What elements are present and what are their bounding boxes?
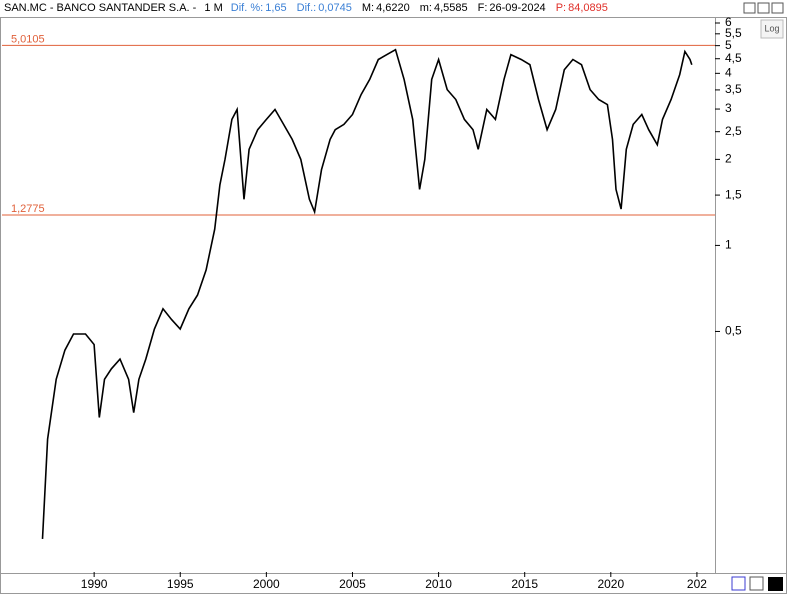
x-tick-label: 1990 bbox=[81, 577, 108, 591]
y-tick-label: 2,5 bbox=[725, 124, 742, 138]
field: Dif. %: 1,65 bbox=[231, 2, 292, 14]
y-tick-label: 2 bbox=[725, 152, 732, 166]
field-value: 84,0895 bbox=[568, 2, 608, 14]
y-tick-label: 3 bbox=[725, 101, 732, 115]
field-value: 1,65 bbox=[265, 2, 287, 14]
pin-icon[interactable] bbox=[749, 576, 764, 591]
x-tick-label: 2020 bbox=[597, 577, 624, 591]
y-tick-label: 0,5 bbox=[725, 324, 742, 338]
field: Dif.: 0,0745 bbox=[297, 2, 357, 14]
field: P: 84,0895 bbox=[556, 2, 613, 14]
symbol: SAN.MC - BANCO SANTANDER S.A. - bbox=[4, 2, 197, 14]
field-label: P: bbox=[555, 2, 567, 14]
field-label: m: bbox=[419, 2, 432, 14]
field-value: 26-09-2024 bbox=[489, 2, 546, 14]
x-tick-label: 2010 bbox=[425, 577, 452, 591]
x-tick-label: 2000 bbox=[253, 577, 280, 591]
y-tick-label: 4 bbox=[725, 66, 732, 80]
y-tick-label: 3,5 bbox=[725, 82, 742, 96]
y-tick-label: 6 bbox=[725, 15, 732, 29]
field-label: Dif. %: bbox=[230, 2, 264, 14]
y-tick-label: 1,5 bbox=[725, 187, 742, 201]
x-tick-label: 2005 bbox=[339, 577, 366, 591]
frame bbox=[0, 17, 787, 594]
price-line bbox=[41, 48, 693, 539]
field: m: 4,5585 bbox=[420, 2, 473, 14]
header: SAN.MC - BANCO SANTANDER S.A. - 1 M Dif.… bbox=[4, 2, 618, 14]
color-icon[interactable] bbox=[768, 577, 783, 591]
close-button[interactable] bbox=[771, 2, 784, 14]
field: F: 26-09-2024 bbox=[478, 2, 551, 14]
log-button[interactable] bbox=[760, 19, 784, 39]
minimize-button[interactable] bbox=[743, 2, 756, 14]
x-tick-label: 202 bbox=[687, 577, 707, 591]
field-value: 0,0745 bbox=[318, 2, 352, 14]
period: 1 M bbox=[204, 2, 223, 14]
maximize-button[interactable] bbox=[757, 2, 770, 14]
horizontal-line-label: 5,0105 bbox=[11, 33, 45, 45]
field-label: Dif.: bbox=[296, 2, 317, 14]
horizontal-line-label: 1,2775 bbox=[11, 203, 45, 215]
y-tick-label: 1 bbox=[725, 238, 732, 252]
x-tick-label: 1995 bbox=[167, 577, 194, 591]
field-label: M: bbox=[361, 2, 375, 14]
field-value: 4,5585 bbox=[433, 2, 468, 14]
y-tick-label: 5,5 bbox=[725, 26, 742, 40]
save-icon[interactable] bbox=[731, 576, 746, 591]
x-tick-label: 2015 bbox=[511, 577, 538, 591]
y-tick-label: 5 bbox=[725, 38, 732, 52]
y-tick-label: 4,5 bbox=[725, 51, 742, 65]
field: M: 4,6220 bbox=[362, 2, 415, 14]
field-label: F: bbox=[477, 2, 488, 14]
field-value: 4,6220 bbox=[376, 2, 410, 14]
log-button-label[interactable]: Log bbox=[764, 23, 779, 33]
